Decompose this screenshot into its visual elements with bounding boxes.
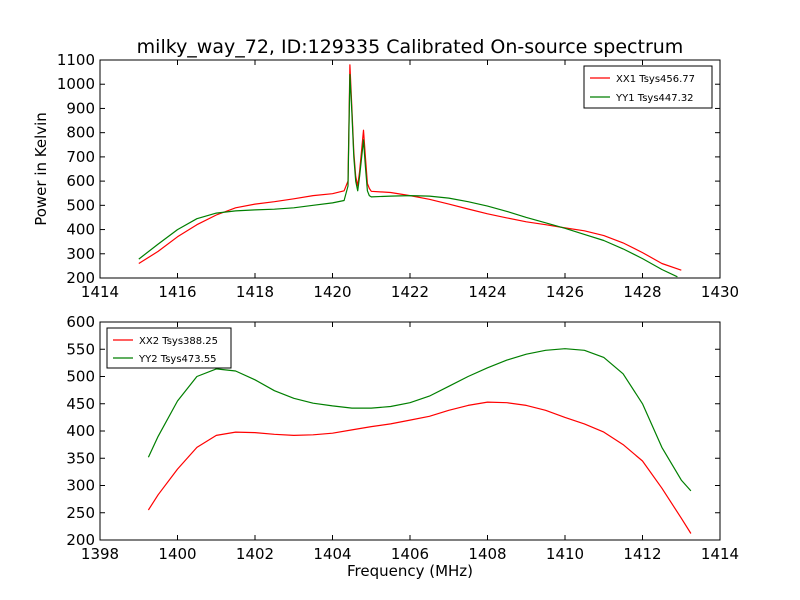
y-tick-label: 300 <box>66 245 95 263</box>
x-tick-label: 1416 <box>158 283 196 301</box>
y-tick-label: 550 <box>66 340 95 358</box>
x-axis-label: Frequency (MHz) <box>347 562 473 580</box>
y-tick-label: 400 <box>66 221 95 239</box>
x-tick-label: 1424 <box>468 283 506 301</box>
y-tick-label: 450 <box>66 395 95 413</box>
y-tick-label: 500 <box>66 368 95 386</box>
x-tick-label: 1410 <box>546 545 584 563</box>
x-tick-label: 1406 <box>391 545 429 563</box>
series-line-xx <box>147 401 692 534</box>
y-tick-label: 500 <box>66 196 95 214</box>
legend: XX1 Tsys456.77 YY1 Tsys447.32 <box>583 65 713 109</box>
x-tick-label: 1430 <box>701 283 739 301</box>
x-tick-label: 1404 <box>313 545 351 563</box>
x-tick-label: 1428 <box>623 283 661 301</box>
x-tick-label: 1400 <box>158 545 196 563</box>
x-tick-label: 1426 <box>546 283 584 301</box>
legend-entry: YY1 Tsys447.32 <box>615 93 694 104</box>
y-tick-label: 350 <box>66 449 95 467</box>
y-tick-label: 400 <box>66 422 95 440</box>
legend-box <box>106 327 232 369</box>
y-axis-label: Power in Kelvin <box>32 112 50 226</box>
y-tick-label: 600 <box>66 313 95 331</box>
legend: XX2 Tsys388.25 YY2 Tsys473.55 <box>106 327 232 369</box>
x-tick-label: 1408 <box>468 545 506 563</box>
y-tick-label: 250 <box>66 504 95 522</box>
series-line-xx <box>138 64 682 271</box>
legend-box <box>583 65 713 109</box>
x-tick-label: 1422 <box>391 283 429 301</box>
y-tick-label: 600 <box>66 172 95 190</box>
x-tick-label: 1414 <box>701 545 739 563</box>
y-tick-label: 1000 <box>57 75 95 93</box>
x-tick-label: 1402 <box>236 545 274 563</box>
series-line-yy <box>138 73 678 278</box>
legend-entry: XX1 Tsys456.77 <box>616 74 695 85</box>
series-line-yy <box>147 348 692 492</box>
legend-entry: YY2 Tsys473.55 <box>138 354 217 365</box>
bottom-plot: 1398 1400 1402 1404 1406 1408 1410 1412 1414 200 2… <box>66 313 739 580</box>
y-tick-label: 200 <box>66 269 95 287</box>
y-tick-label: 1100 <box>57 51 95 69</box>
y-tick-label: 700 <box>66 148 95 166</box>
figure-title: milky_way_72, ID:129335 Calibrated On-so… <box>137 36 684 58</box>
y-tick-label: 200 <box>66 531 95 549</box>
top-plot: 1414 1416 1418 1420 1422 1424 1426 1428 1430 200 3… <box>32 51 739 301</box>
y-tick-label: 900 <box>66 99 95 117</box>
x-tick-label: 1412 <box>623 545 661 563</box>
y-tick-label: 800 <box>66 124 95 142</box>
x-tick-label: 1414 <box>81 283 119 301</box>
legend-entry: XX2 Tsys388.25 <box>139 336 218 347</box>
y-tick-label: 300 <box>66 477 95 495</box>
x-tick-label: 1420 <box>313 283 351 301</box>
x-tick-label: 1398 <box>81 545 119 563</box>
x-tick-label: 1418 <box>236 283 274 301</box>
